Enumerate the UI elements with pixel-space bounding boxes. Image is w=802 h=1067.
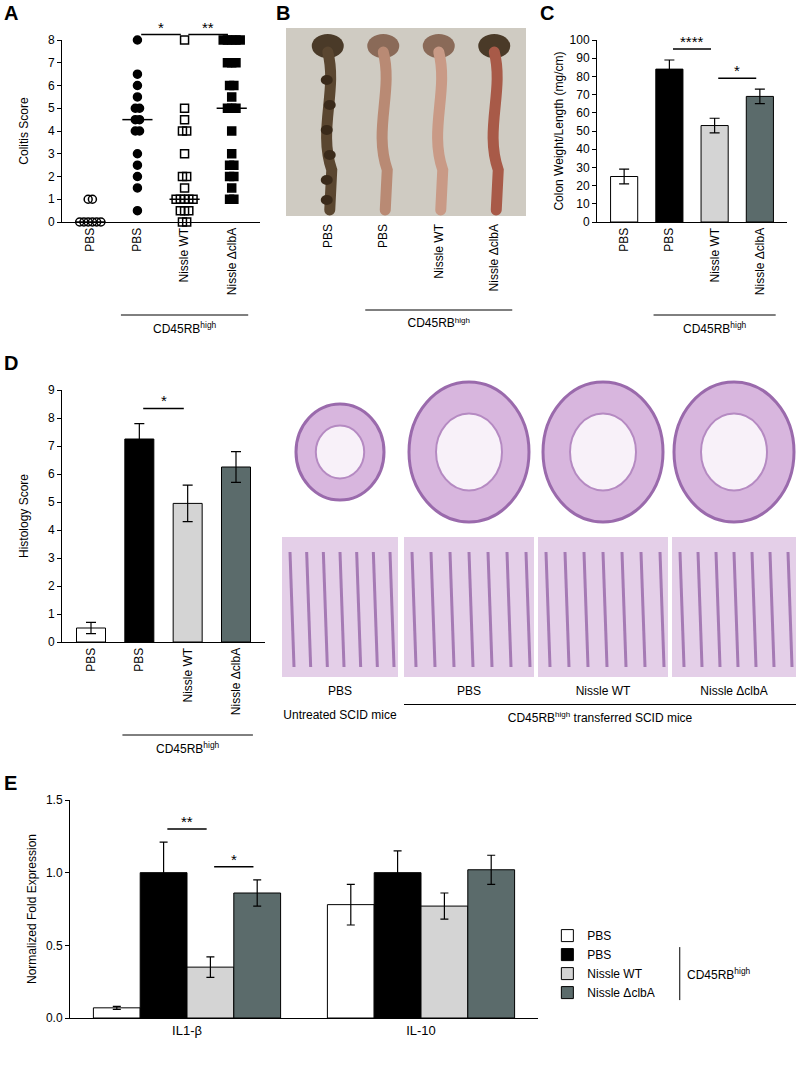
svg-text:*: * [734,62,740,79]
svg-text:1.0: 1.0 [46,866,63,880]
svg-text:IL1-β: IL1-β [172,1023,202,1038]
svg-text:CD45RB​high​: CD45RB​high​ [683,320,747,336]
svg-text:7: 7 [48,56,55,70]
svg-text:4: 4 [48,124,55,138]
svg-text:1: 1 [48,607,55,621]
svg-text:PBS: PBS [130,228,144,252]
svg-text:*: * [158,19,164,36]
svg-text:PBS: PBS [376,224,390,248]
svg-text:5: 5 [48,101,55,115]
svg-text:*: * [161,392,167,409]
svg-text:PBS: PBS [132,648,146,672]
svg-text:*: * [231,851,237,868]
html-text:D: D [4,352,19,374]
svg-text:PBS: PBS [587,948,611,962]
html-text:Nissle ΔclbA: Nissle ΔclbA [700,684,768,698]
svg-text:70: 70 [576,88,590,102]
svg-text:4: 4 [48,523,55,537]
svg-text:5: 5 [48,495,55,509]
svg-text:2: 2 [48,579,55,593]
svg-text:9: 9 [48,383,55,397]
svg-text:3: 3 [48,147,55,161]
html-text:PBS: PBS [457,684,481,698]
svg-text:Nissle ΔclbA: Nissle ΔclbA [587,986,654,1000]
svg-text:PBS: PBS [617,228,631,252]
svg-text:40: 40 [576,142,590,156]
svg-text:1: 1 [48,192,55,206]
svg-text:6: 6 [48,79,55,93]
svg-text:Nissle WT: Nissle WT [177,227,191,282]
svg-text:80: 80 [576,70,590,84]
svg-text:8: 8 [48,411,55,425]
svg-text:0: 0 [583,215,590,229]
svg-text:1.5: 1.5 [46,793,63,807]
svg-text:2: 2 [48,170,55,184]
svg-text:**: ** [181,813,193,830]
html-text:C: C [540,2,555,24]
html-text:Untreated SCID mice: Untreated SCID mice [283,708,397,722]
html-text:A: A [4,2,19,24]
svg-text:Nissle WT: Nissle WT [181,647,195,702]
svg-text:CD45RB​high​: CD45RB​high​ [156,740,220,756]
svg-text:Nissle WT: Nissle WT [587,967,642,981]
html-text:E: E [4,772,18,794]
svg-text:**: ** [202,19,214,36]
svg-text:Nissle ΔclbA: Nissle ΔclbA [229,648,243,715]
svg-text:IL-10: IL-10 [406,1023,436,1038]
svg-text:0.5: 0.5 [46,939,63,953]
svg-text:0.0: 0.0 [46,1011,63,1025]
svg-text:Colon Weight/Length (mg/cm): Colon Weight/Length (mg/cm) [552,51,566,210]
svg-text:7: 7 [48,439,55,453]
svg-text:0: 0 [48,215,55,229]
svg-text:Nissle WT: Nissle WT [708,227,722,282]
html-text:CD45RBhightransferred SCID mic: CD45RBhightransferred SCID mice [507,710,693,725]
svg-text:PBS: PBS [84,648,98,672]
svg-text:90: 90 [576,51,590,65]
svg-text:100: 100 [570,33,590,47]
svg-text:CD45RB​high​: CD45RB​high​ [687,966,751,982]
svg-text:CD45RBhigh: CD45RBhigh [408,316,470,331]
svg-text:50: 50 [576,124,590,138]
svg-text:0: 0 [48,635,55,649]
svg-text:10: 10 [576,197,590,211]
svg-text:PBS: PBS [83,228,97,252]
svg-text:Colitis Score: Colitis Score [17,97,31,165]
svg-text:CD45RB​high​: CD45RB​high​ [153,320,217,336]
svg-text:PBS: PBS [321,224,335,248]
svg-text:6: 6 [48,467,55,481]
svg-text:Nissle ΔclbA: Nissle ΔclbA [487,224,501,291]
svg-text:60: 60 [576,106,590,120]
svg-text:Nissle ΔclbA: Nissle ΔclbA [225,228,239,295]
svg-text:PBS: PBS [587,929,611,943]
html-text:PBS: PBS [328,684,352,698]
svg-text:Histology Score: Histology Score [17,474,31,558]
svg-text:20: 20 [576,179,590,193]
svg-text:PBS: PBS [662,228,676,252]
html-text:B: B [276,2,291,24]
svg-text:Normalized Fold Expression: Normalized Fold Expression [25,834,39,984]
svg-text:8: 8 [48,33,55,47]
html-text:Nissle WT: Nissle WT [575,684,631,698]
svg-text:3: 3 [48,551,55,565]
svg-text:Nissle WT: Nissle WT [432,223,446,278]
svg-text:Nissle ΔclbA: Nissle ΔclbA [753,228,767,295]
svg-text:****: **** [680,33,704,50]
svg-text:30: 30 [576,161,590,175]
